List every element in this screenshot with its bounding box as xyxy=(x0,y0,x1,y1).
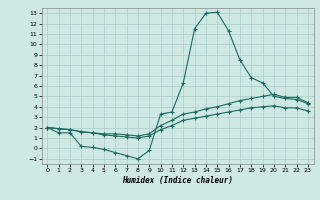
X-axis label: Humidex (Indice chaleur): Humidex (Indice chaleur) xyxy=(122,176,233,185)
